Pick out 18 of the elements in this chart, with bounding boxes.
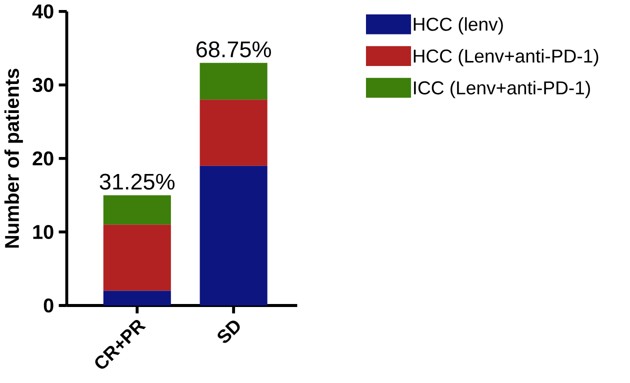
bar	[103, 290, 171, 306]
annotation: 31.25%	[100, 174, 175, 190]
bar	[200, 100, 268, 166]
y-tick-label: 20	[32, 151, 54, 166]
bar	[103, 224, 171, 291]
x-tick-label: SD	[218, 320, 240, 343]
y-tick-label: 0	[44, 298, 54, 313]
y-tick-label: 10	[33, 224, 54, 240]
bar	[200, 62, 268, 100]
legend-label: HCC (lenv)	[414, 17, 503, 35]
y-axis-title: Number of patients	[4, 68, 23, 248]
legend-label: ICC (Lenv+anti-PD-1)	[414, 80, 590, 98]
bar	[103, 195, 171, 225]
y-tick-label: 40	[32, 4, 54, 18]
annotation: 68.75%	[196, 41, 271, 58]
legend-label: HCC (Lenv+anti-PD-1)	[414, 49, 598, 66]
y-tick-label: 30	[32, 78, 54, 92]
bar	[200, 166, 268, 306]
